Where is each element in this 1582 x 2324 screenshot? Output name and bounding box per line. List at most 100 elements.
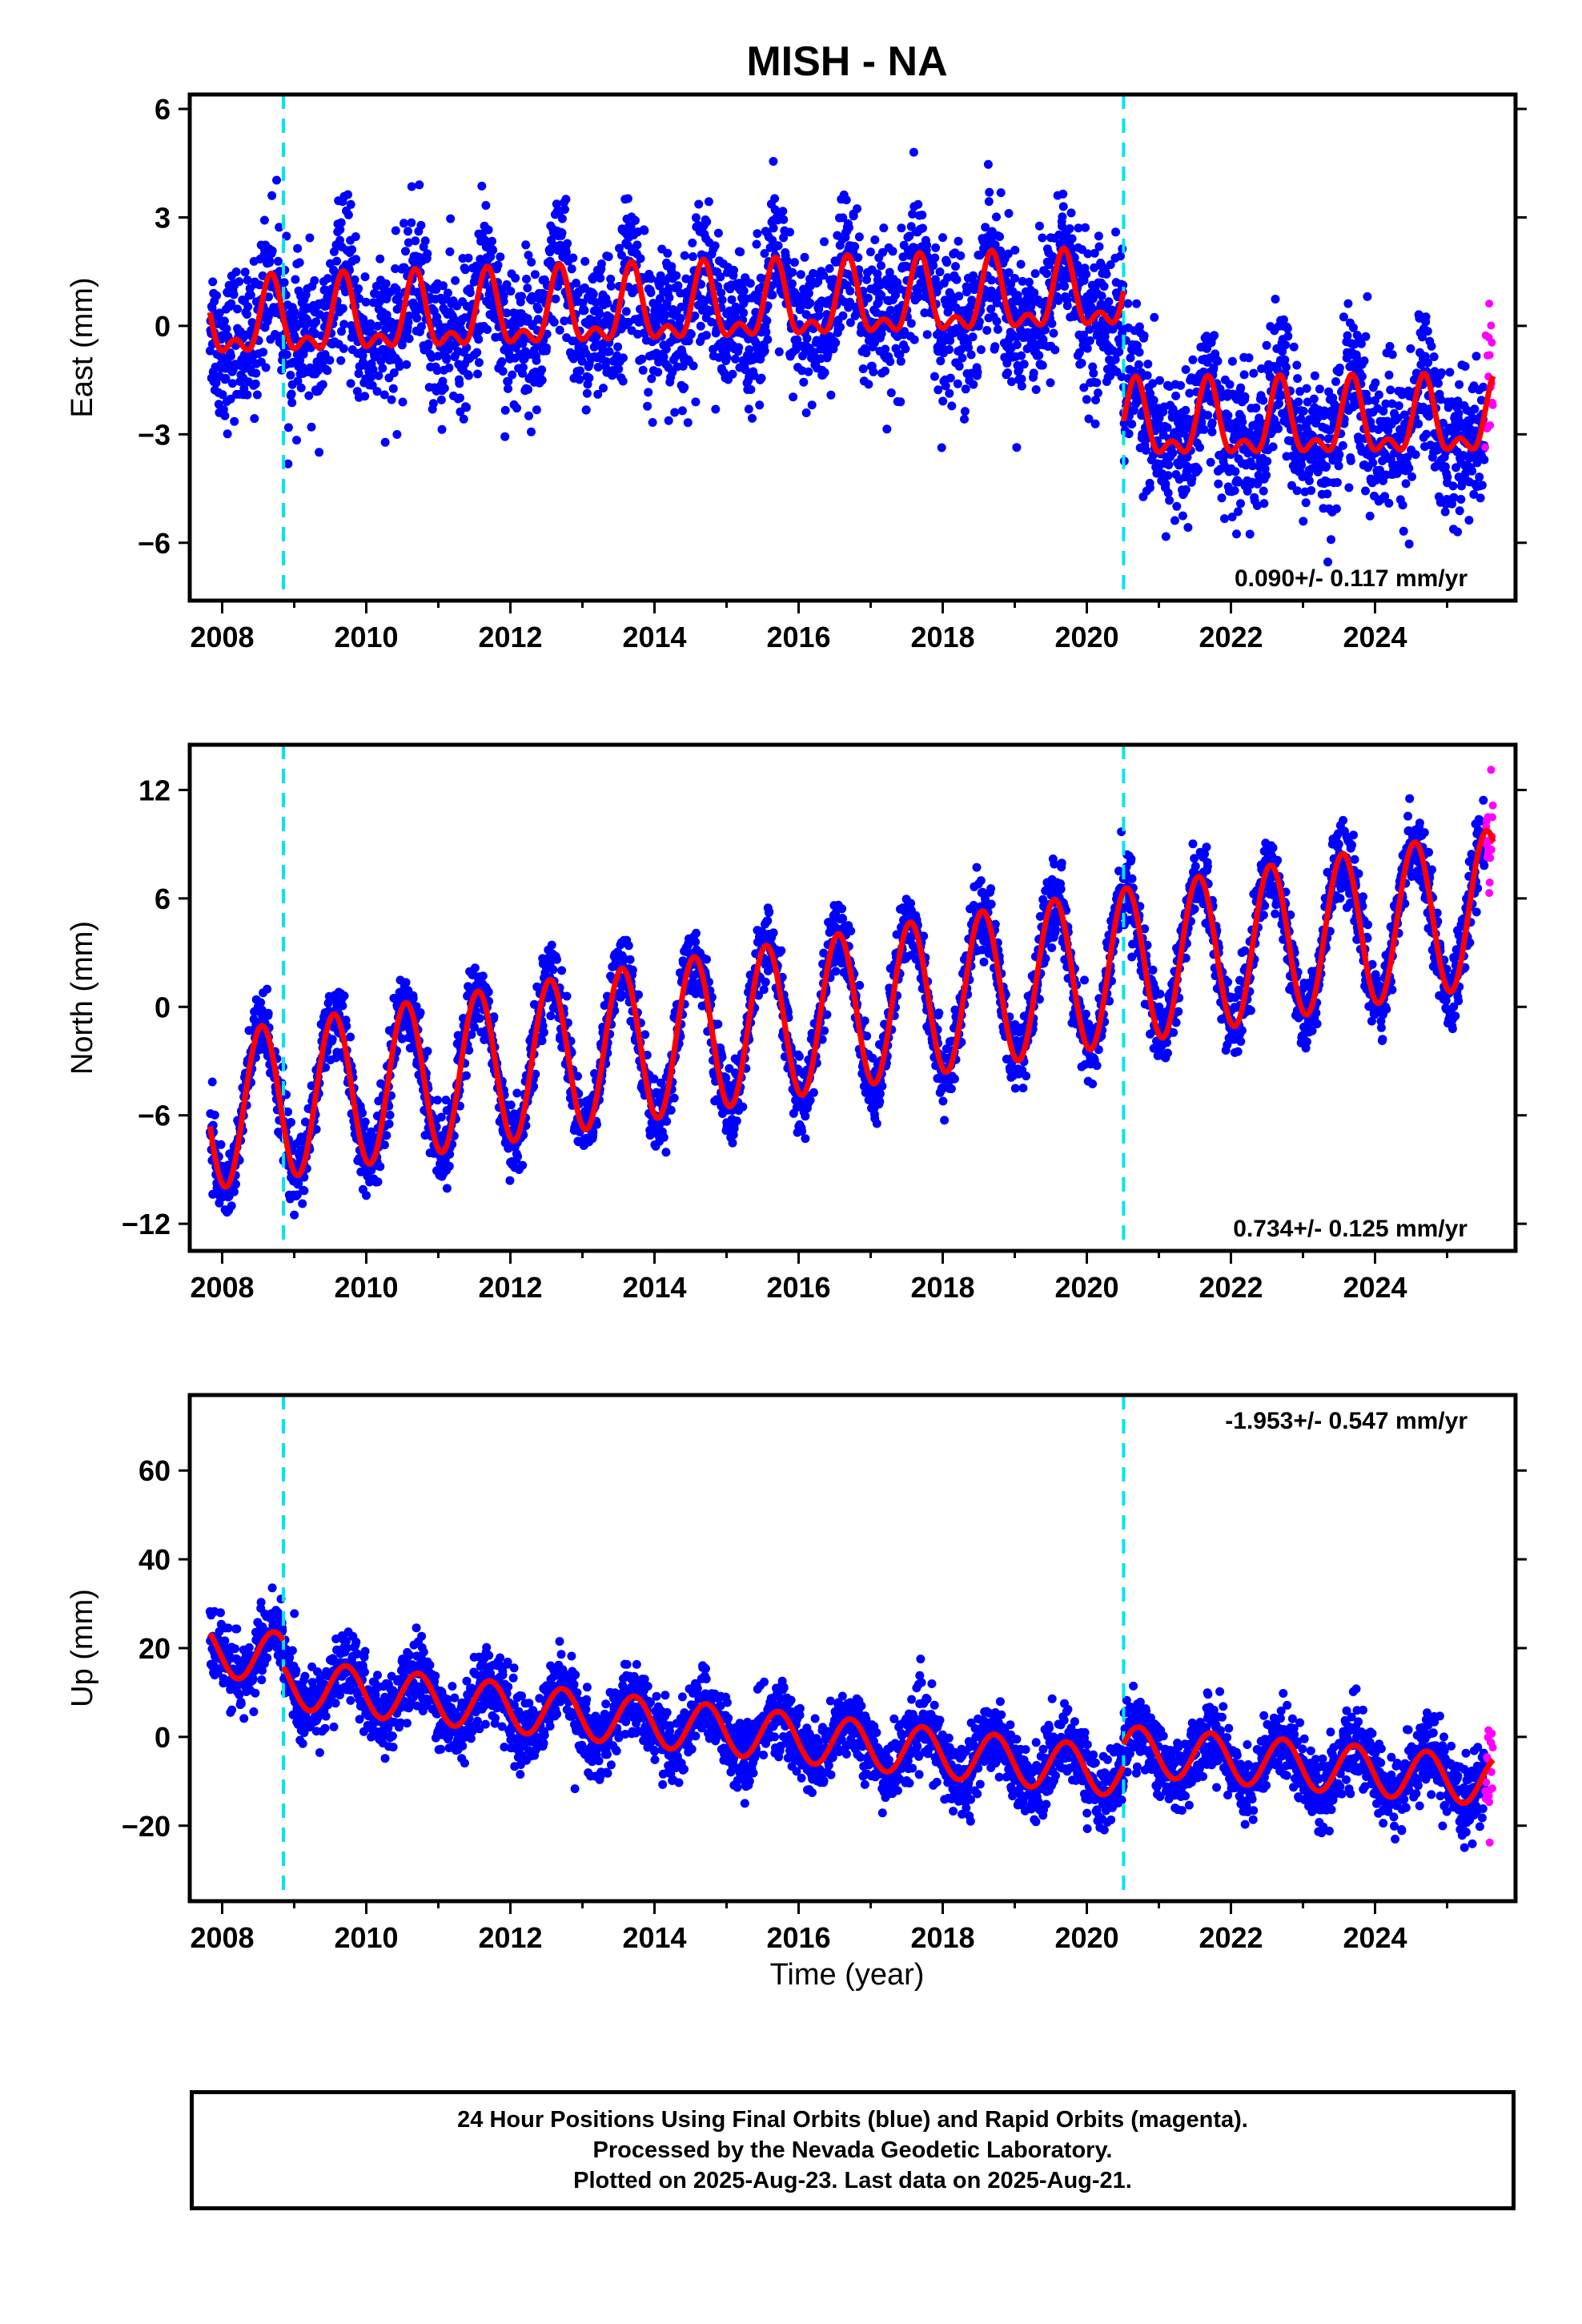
data-point: [524, 384, 532, 394]
data-point: [1234, 477, 1243, 487]
data-point: [1259, 499, 1269, 509]
data-point: [882, 424, 892, 434]
data-point: [239, 384, 249, 393]
data-point: [930, 253, 940, 263]
data-point: [702, 217, 712, 227]
x-tick-label: 2014: [622, 621, 686, 653]
data-point: [391, 226, 400, 235]
data-point: [532, 356, 541, 365]
data-point: [618, 376, 628, 386]
data-point: [518, 363, 528, 372]
data-point: [1477, 480, 1487, 490]
data-point: [599, 384, 608, 393]
data-point: [1181, 365, 1191, 374]
data-point: [502, 279, 512, 289]
data-point: [853, 253, 863, 263]
data-point: [809, 348, 819, 357]
data-point: [1054, 230, 1064, 239]
data-point: [637, 354, 647, 364]
data-point: [360, 392, 370, 401]
data-point: [958, 353, 967, 363]
data-point: [773, 241, 783, 251]
data-point: [710, 241, 720, 251]
data-point: [1127, 420, 1137, 429]
data-point: [243, 302, 253, 312]
data-point: [739, 286, 749, 296]
data-point: [897, 223, 906, 233]
data-point: [267, 191, 277, 200]
data-point: [1003, 368, 1013, 377]
plot-frame: [187, 92, 1518, 603]
data-point: [711, 404, 721, 414]
data-point: [881, 366, 889, 376]
data-point: [1344, 483, 1354, 493]
data-point: [1026, 302, 1036, 312]
data-point: [809, 268, 818, 278]
data-point: [394, 292, 404, 301]
data-point: [931, 243, 941, 252]
data-point: [355, 294, 364, 304]
data-point: [296, 383, 306, 392]
data-point: [533, 304, 543, 314]
data-point: [523, 314, 532, 324]
data-point: [380, 437, 390, 447]
data-point: [917, 211, 927, 219]
data-point: [1220, 514, 1229, 524]
data-point: [1249, 368, 1259, 378]
data-point: [1323, 489, 1332, 499]
data-point: [615, 243, 624, 253]
data-point: [694, 199, 704, 209]
data-point: [272, 175, 281, 185]
data-point: [1012, 340, 1022, 349]
data-point: [935, 267, 945, 276]
data-point: [845, 286, 855, 296]
data-point: [437, 424, 447, 434]
data-point: [1257, 364, 1267, 373]
data-point: [648, 418, 657, 427]
rate-annotation: 0.090+/- 0.117 mm/yr: [1235, 565, 1468, 592]
model-fit-line: [207, 245, 1126, 354]
data-point: [936, 356, 946, 366]
data-point: [1130, 406, 1139, 415]
data-point: [557, 214, 567, 223]
data-point: [757, 373, 766, 383]
data-point: [1024, 277, 1034, 287]
data-point: [960, 407, 970, 416]
data-point: [1091, 396, 1100, 404]
data-point: [580, 256, 590, 266]
data-point: [1399, 526, 1408, 536]
data-point: [1231, 467, 1240, 476]
data-point: [845, 297, 854, 307]
data-point: [1058, 202, 1068, 211]
data-point: [329, 247, 339, 256]
data-point: [1082, 344, 1092, 353]
data-point: [953, 379, 962, 388]
data-point: [1251, 403, 1261, 412]
data-point: [1310, 371, 1319, 380]
data-point: [207, 1077, 217, 1087]
data-point: [1187, 474, 1197, 484]
data-point: [618, 353, 628, 363]
data-point: [684, 336, 693, 346]
data-point: [1004, 209, 1014, 218]
data-point: [1116, 251, 1125, 261]
data-point: [1046, 378, 1055, 388]
data-point: [428, 399, 438, 408]
data-point: [869, 367, 878, 376]
data-point: [517, 292, 526, 301]
data-point: [557, 228, 567, 238]
data-point: [560, 205, 569, 214]
data-point: [561, 195, 571, 204]
data-point: [1067, 234, 1077, 243]
data-point: [1263, 456, 1272, 466]
data-point: [992, 298, 1002, 308]
data-point: [704, 197, 713, 207]
data-point: [478, 971, 488, 981]
data-point: [290, 308, 299, 317]
data-point: [1031, 385, 1041, 394]
data-point: [1139, 331, 1149, 340]
data-point: [436, 395, 446, 404]
data-point: [441, 1096, 451, 1105]
data-point: [208, 277, 218, 287]
data-point: [691, 213, 701, 223]
